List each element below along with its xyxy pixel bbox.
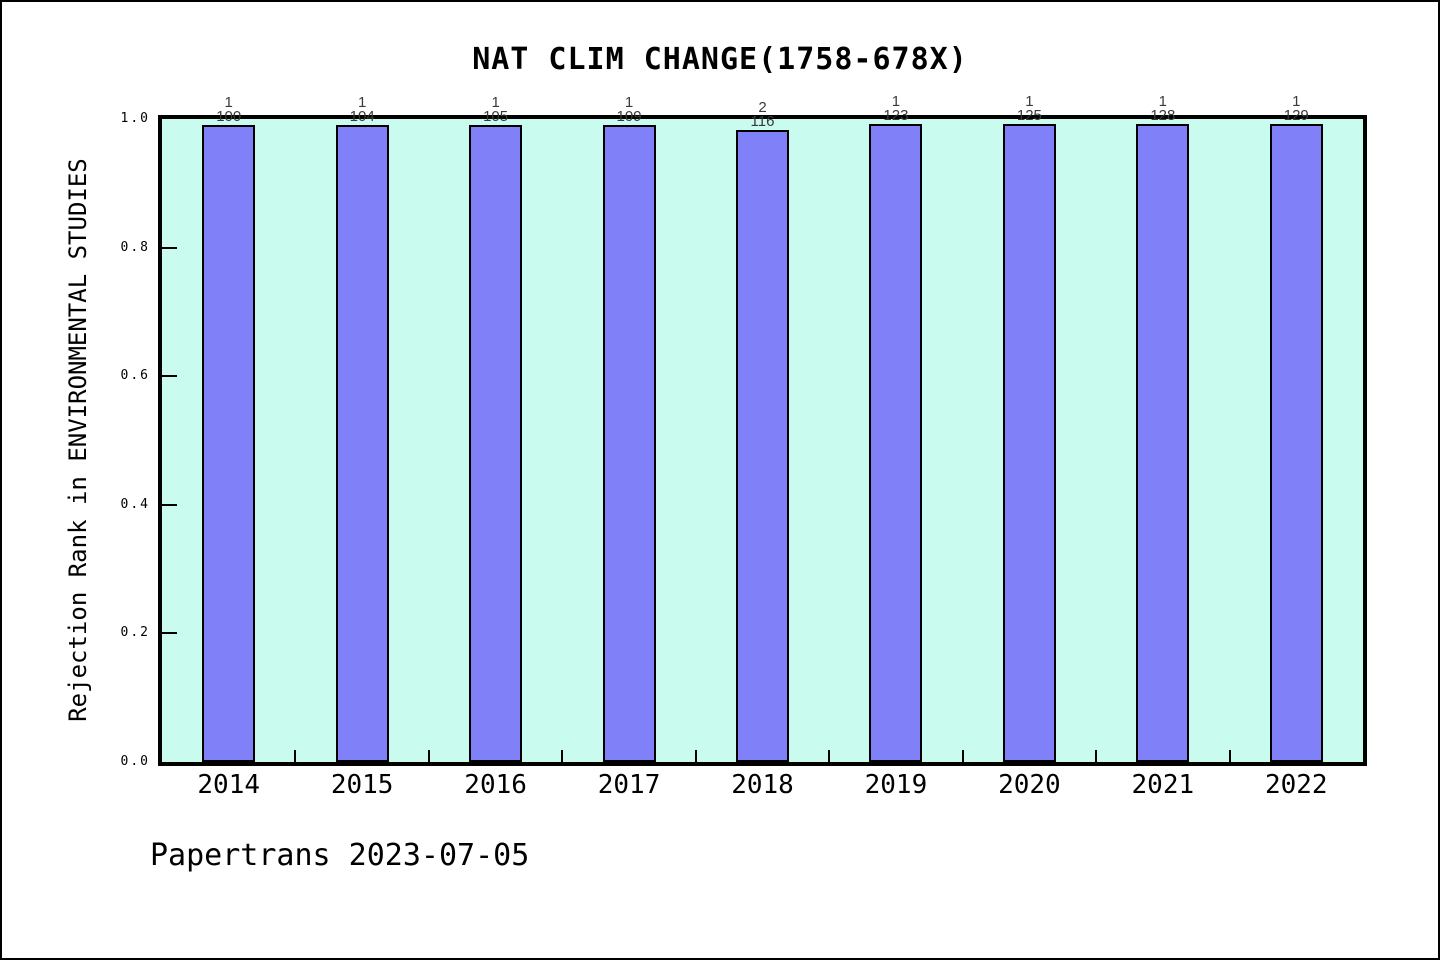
bar-label-numerator: 1 bbox=[357, 94, 367, 111]
bar-2019 bbox=[869, 124, 923, 762]
bar-label-numerator: 1 bbox=[1292, 93, 1301, 110]
y-tick-label-0.8: 0.8 bbox=[120, 239, 150, 255]
bar-label-denominator: 116 bbox=[750, 113, 775, 130]
bar-2016 bbox=[469, 125, 523, 762]
y-tick-label-0.0: 0.0 bbox=[120, 754, 150, 769]
x-tick-label-2015: 2015 bbox=[330, 770, 394, 800]
bar-label-denominator: 129 bbox=[1283, 107, 1309, 124]
bar-value-label: 1 104 bbox=[349, 94, 375, 125]
x-tick-label-2019: 2019 bbox=[864, 770, 928, 800]
x-tick-label-2017: 2017 bbox=[597, 770, 661, 800]
y-tick-mark bbox=[162, 503, 177, 506]
y-tick-label-0.2: 0.2 bbox=[120, 625, 150, 641]
bar-label-numerator: 1 bbox=[1158, 93, 1167, 110]
bar-value-label: 1 105 bbox=[483, 94, 509, 125]
y-tick-label-1.0: 1.0 bbox=[120, 111, 150, 126]
bar-label-denominator: 125 bbox=[1016, 107, 1042, 124]
bar-value-label: 1 128 bbox=[1150, 93, 1176, 124]
x-tick-mark bbox=[561, 750, 564, 762]
x-tick-mark bbox=[961, 750, 964, 762]
x-tick-label-2020: 2020 bbox=[998, 770, 1061, 800]
bar-2015 bbox=[335, 125, 389, 762]
x-tick-label-2022: 2022 bbox=[1264, 770, 1328, 800]
bar-label-denominator: 104 bbox=[349, 108, 375, 125]
x-tick-mark bbox=[427, 750, 430, 762]
bar-label-denominator: 128 bbox=[1150, 107, 1176, 124]
bar-2017 bbox=[602, 125, 656, 762]
bar-2018 bbox=[736, 130, 789, 762]
chart-title: NAT CLIM CHANGE(1758-678X) bbox=[472, 42, 968, 77]
bar-value-label: 1 109 bbox=[616, 94, 642, 125]
bar-label-numerator: 1 bbox=[1025, 93, 1034, 110]
bar-label-numerator: 1 bbox=[891, 93, 901, 110]
x-tick-label-2014: 2014 bbox=[197, 770, 261, 800]
x-tick-mark bbox=[694, 750, 697, 762]
bar-value-label: 1 123 bbox=[883, 93, 909, 124]
y-tick-mark bbox=[162, 632, 177, 635]
bar-label-denominator: 123 bbox=[883, 107, 909, 124]
footer-caption: Papertrans 2023-07-05 bbox=[150, 838, 530, 873]
bar-label-denominator: 109 bbox=[616, 108, 642, 125]
bar-label-denominator: 100 bbox=[216, 108, 242, 125]
bar-2014 bbox=[202, 125, 256, 762]
y-tick-mark bbox=[162, 375, 177, 378]
bar-2021 bbox=[1136, 124, 1190, 762]
bar-2020 bbox=[1002, 124, 1056, 762]
bar-label-denominator: 105 bbox=[483, 108, 509, 125]
x-tick-mark bbox=[828, 750, 831, 762]
bar-label-numerator: 1 bbox=[491, 94, 500, 111]
x-tick-label-2021: 2021 bbox=[1131, 770, 1195, 800]
bar-label-numerator: 2 bbox=[758, 99, 767, 116]
bar-label-numerator: 1 bbox=[224, 94, 233, 111]
x-tick-mark bbox=[1095, 750, 1098, 762]
x-tick-mark bbox=[1228, 750, 1231, 762]
bar-value-label: 1 100 bbox=[216, 94, 242, 125]
x-tick-label-2018: 2018 bbox=[731, 770, 794, 800]
bar-2022 bbox=[1269, 124, 1323, 762]
y-tick-mark bbox=[162, 246, 177, 249]
bar-value-label: 1 129 bbox=[1283, 93, 1309, 124]
bar-label-numerator: 1 bbox=[624, 94, 634, 111]
bar-value-label: 1 125 bbox=[1016, 93, 1042, 124]
y-tick-label-0.6: 0.6 bbox=[120, 368, 150, 384]
y-tick-label-0.4: 0.4 bbox=[120, 496, 150, 512]
bar-value-label: 2 116 bbox=[750, 99, 775, 130]
plot-area: 1 100 1 104 1 105 1 109 2 116 1 123 1 125 1 128 1 129 bbox=[158, 94, 1367, 766]
x-tick-mark bbox=[294, 750, 297, 762]
x-tick-label-2016: 2016 bbox=[464, 770, 527, 800]
